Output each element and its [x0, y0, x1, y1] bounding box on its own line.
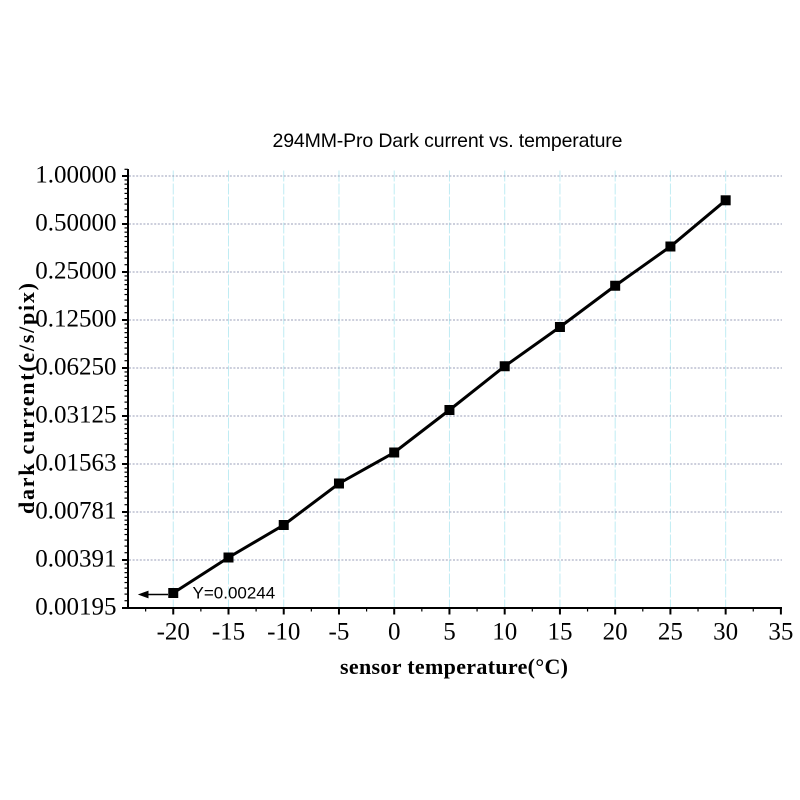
svg-text:0: 0 [388, 619, 401, 646]
svg-text:0.01563: 0.01563 [35, 450, 116, 477]
svg-text:dark current(e/s/pix): dark current(e/s/pix) [14, 283, 39, 514]
svg-text:0.03125: 0.03125 [35, 402, 116, 429]
svg-text:35: 35 [768, 619, 793, 646]
svg-text:-10: -10 [267, 619, 300, 646]
svg-text:5: 5 [443, 619, 456, 646]
svg-text:0.00195: 0.00195 [35, 594, 116, 621]
svg-text:30: 30 [713, 619, 738, 646]
svg-text:15: 15 [547, 619, 572, 646]
svg-text:0.00781: 0.00781 [35, 498, 116, 525]
svg-text:0.25000: 0.25000 [35, 258, 116, 285]
svg-text:Y=0.00244: Y=0.00244 [193, 584, 276, 603]
svg-text:-20: -20 [157, 619, 190, 646]
svg-text:-5: -5 [329, 619, 350, 646]
svg-text:1.00000: 1.00000 [35, 162, 116, 189]
svg-text:294MM-Pro Dark current vs. tem: 294MM-Pro Dark current vs. temperature [273, 130, 623, 152]
svg-text:10: 10 [492, 619, 517, 646]
svg-text:0.06250: 0.06250 [35, 354, 116, 381]
svg-text:20: 20 [603, 619, 628, 646]
svg-text:-15: -15 [212, 619, 245, 646]
svg-text:0.50000: 0.50000 [35, 210, 116, 237]
svg-text:0.00391: 0.00391 [35, 546, 116, 573]
svg-text:sensor temperature(°C): sensor temperature(°C) [340, 654, 568, 679]
svg-text:0.12500: 0.12500 [35, 306, 116, 333]
svg-text:25: 25 [658, 619, 683, 646]
